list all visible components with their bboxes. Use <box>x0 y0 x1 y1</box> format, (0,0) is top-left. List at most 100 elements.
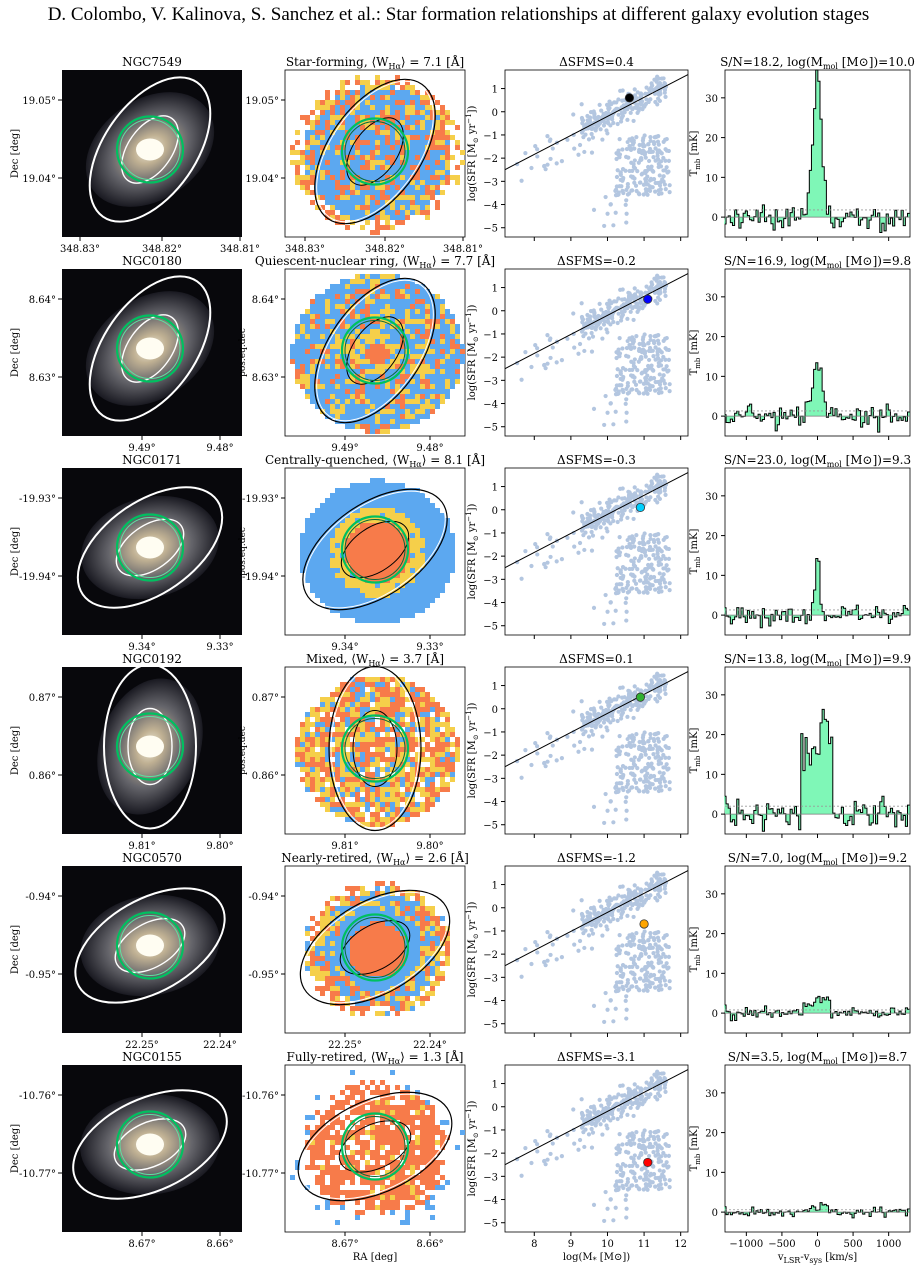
y-tick-label: 1 <box>492 1080 498 1091</box>
scatter-point <box>548 734 553 739</box>
scatter-point <box>589 150 595 155</box>
scatter-point <box>618 177 623 182</box>
scatter-point <box>618 172 623 177</box>
scatter-point <box>662 580 667 585</box>
scatter-point <box>630 938 635 943</box>
y-tick-label: 0 <box>492 904 498 915</box>
y-tick-label: 20 <box>705 930 718 941</box>
scatter-point <box>554 758 559 763</box>
scatter-point <box>607 901 612 907</box>
scatter-point <box>663 734 668 739</box>
y-tick-label: 1 <box>492 881 498 892</box>
x-tick-label: 8 <box>531 1239 537 1250</box>
scatter-point <box>656 347 662 352</box>
aperture-ellipse-outer <box>302 488 448 611</box>
scatter-point <box>646 556 652 562</box>
dec-tick-label: 8.63° <box>29 373 56 384</box>
scatter-point <box>635 766 640 771</box>
scatter-point <box>581 1130 586 1135</box>
scatter-point <box>659 474 664 479</box>
scatter-point <box>631 363 636 369</box>
scatter-point <box>655 1069 660 1074</box>
scatter-point <box>611 916 616 922</box>
scatter-point <box>535 154 540 159</box>
scatter-point <box>626 1150 631 1155</box>
scatter-point <box>572 146 577 151</box>
scatter-point <box>623 401 628 406</box>
scatter-point <box>662 286 668 291</box>
scatter-point <box>615 1163 620 1168</box>
scatter-point <box>610 515 615 520</box>
scatter-point <box>643 774 648 779</box>
scatter-point <box>649 280 654 285</box>
scatter-point <box>634 533 639 538</box>
scatter-point <box>627 490 632 495</box>
scatter-point <box>601 919 607 924</box>
scatter-point <box>661 566 666 571</box>
spectrum-title: S/N=3.5, log(Mmol [M⊙])=8.7 <box>728 1050 908 1066</box>
scatter-point <box>630 367 635 372</box>
scatter-point <box>643 376 648 381</box>
scatter-point <box>634 1183 639 1189</box>
scatter-point <box>636 558 641 563</box>
spectrum-fill <box>723 709 910 832</box>
scatter-point <box>601 521 607 526</box>
beam-circle-inner <box>344 917 406 978</box>
beam-circle-inner <box>119 119 181 180</box>
scatter-point <box>632 942 637 947</box>
scatter-point <box>609 301 614 306</box>
scatter-point <box>616 1092 621 1097</box>
scatter-point <box>655 472 660 477</box>
scatter-point <box>601 1106 606 1111</box>
y-tick-label: 30 <box>705 1089 718 1100</box>
scatter-point <box>529 1160 534 1166</box>
scatter-point <box>605 609 610 614</box>
map-title: Mixed, ⟨WHα⟩ = 3.7 [Å] <box>306 651 444 668</box>
scatter-point <box>653 786 658 791</box>
scatter-point <box>651 752 656 757</box>
scatter-point <box>659 275 664 280</box>
scatter-point <box>586 933 592 938</box>
ra-tick-label: 9.33° <box>206 642 233 653</box>
scatter-point <box>657 770 662 775</box>
aperture-ellipse-inner <box>121 314 179 383</box>
scatter-point <box>617 1132 622 1137</box>
scatter-point <box>648 1179 653 1184</box>
scatter-point <box>625 978 630 983</box>
dec-axis-label: Dec [deg] <box>10 328 21 377</box>
scatter-point <box>599 506 604 511</box>
scatter-point <box>632 1171 637 1176</box>
scatter-point <box>589 927 594 933</box>
scatter-point <box>535 353 540 358</box>
scatter-point <box>629 359 634 364</box>
scatter-point <box>571 510 576 515</box>
scatter-point <box>625 781 630 787</box>
spectrum-fill <box>723 69 910 233</box>
scatter-point <box>635 289 640 294</box>
scatter-point <box>646 945 652 950</box>
scatter-point <box>641 347 646 353</box>
scatter-point <box>625 1102 630 1107</box>
y-tick-label: −2 <box>483 1149 498 1160</box>
scatter-point <box>620 884 625 889</box>
scatter-point <box>581 135 586 140</box>
scatter-point <box>638 976 643 981</box>
scatter-point <box>646 954 652 960</box>
scatter-point <box>649 164 654 169</box>
scatter-points <box>515 472 672 627</box>
scatter-point <box>662 87 668 92</box>
scatter-point <box>577 938 583 944</box>
beam-circle <box>340 913 410 982</box>
scatter-point <box>576 948 581 953</box>
scatter-point <box>623 202 628 207</box>
scatter-point <box>634 188 639 194</box>
scatter-point <box>579 102 584 107</box>
scatter-point <box>629 586 634 591</box>
scatter-point <box>649 479 654 484</box>
scatter-point <box>635 488 640 493</box>
scatter-point <box>646 938 651 943</box>
scatter-point <box>666 1153 672 1158</box>
scatter-point <box>655 754 661 759</box>
y-tick-label: 0 <box>712 1009 718 1020</box>
scatter-point <box>618 119 624 124</box>
